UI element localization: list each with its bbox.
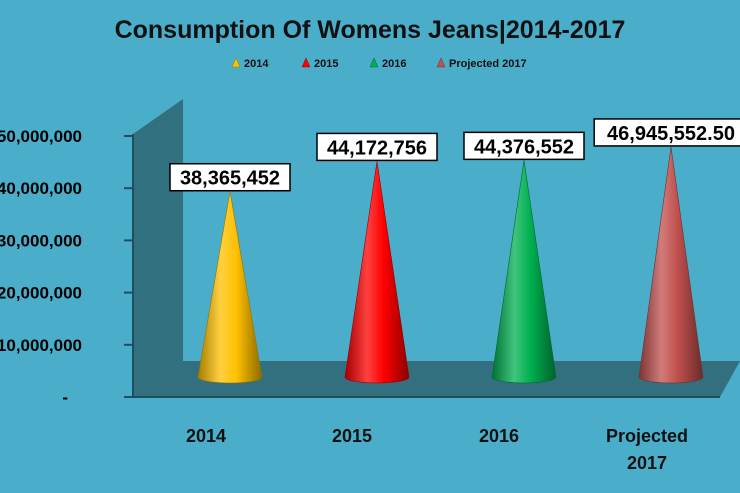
floor xyxy=(133,361,740,397)
data-label-box xyxy=(316,132,438,162)
y-tick-label: 40,000,000 xyxy=(0,179,82,198)
chart-title: Consumption Of Womens Jeans|2014-2017 xyxy=(115,16,626,44)
legend-label: 2014 xyxy=(244,58,269,70)
bar-projected-2017: 46,945,552.50 xyxy=(593,118,740,384)
y-tick-label: - xyxy=(62,388,68,407)
bars: 38,365,452 44,172,756 44,376,552 46,945,552… xyxy=(169,118,740,384)
data-label-box xyxy=(593,118,740,147)
bar-cone xyxy=(491,160,557,384)
y-tick-label: 10,000,000 xyxy=(0,336,82,355)
bar-cone xyxy=(197,191,263,384)
legend-item: 2016 xyxy=(369,57,406,70)
y-tick-label: 50,000,000 xyxy=(0,127,82,146)
data-label: 46,945,552.50 xyxy=(607,123,735,145)
x-tick-label: 2017 xyxy=(627,453,667,473)
bar-2014: 38,365,452 xyxy=(169,162,291,384)
legend-label: 2016 xyxy=(382,58,406,70)
x-tick-label: 2015 xyxy=(332,426,372,446)
y-axis: - 10,000,000 20,000,000 30,000,000 40,000,00… xyxy=(0,127,134,407)
data-label-box xyxy=(169,162,291,192)
x-tick-label: 2014 xyxy=(186,426,226,446)
data-label-box xyxy=(463,131,585,161)
bar-2016: 44,376,552 xyxy=(463,131,585,384)
back-wall xyxy=(133,99,183,397)
legend-swatch xyxy=(231,57,241,68)
x-axis: 2014 2015 2016 Projected 2017 xyxy=(133,396,720,473)
legend-item: 2015 xyxy=(301,57,338,70)
legend-label: 2015 xyxy=(314,58,338,70)
legend-label: Projected 2017 xyxy=(449,58,527,70)
legend-swatch xyxy=(301,57,311,68)
legend-item: 2014 xyxy=(231,57,269,70)
bar-cone xyxy=(638,146,704,384)
y-tick-label: 20,000,000 xyxy=(0,284,82,303)
y-tick-label: 30,000,000 xyxy=(0,231,82,250)
bar-cone xyxy=(344,161,410,384)
bar-2015: 44,172,756 xyxy=(316,132,438,384)
legend: 2014 2015 2016 Projected 2017 xyxy=(231,57,527,70)
legend-swatch xyxy=(369,57,379,68)
legend-item: Projected 2017 xyxy=(436,57,527,70)
x-tick-label: 2016 xyxy=(479,426,519,446)
x-tick-label: Projected xyxy=(606,426,688,446)
data-label: 44,376,552 xyxy=(474,136,574,158)
data-label: 38,365,452 xyxy=(180,168,280,190)
data-label: 44,172,756 xyxy=(327,137,427,159)
legend-swatch xyxy=(436,57,446,68)
